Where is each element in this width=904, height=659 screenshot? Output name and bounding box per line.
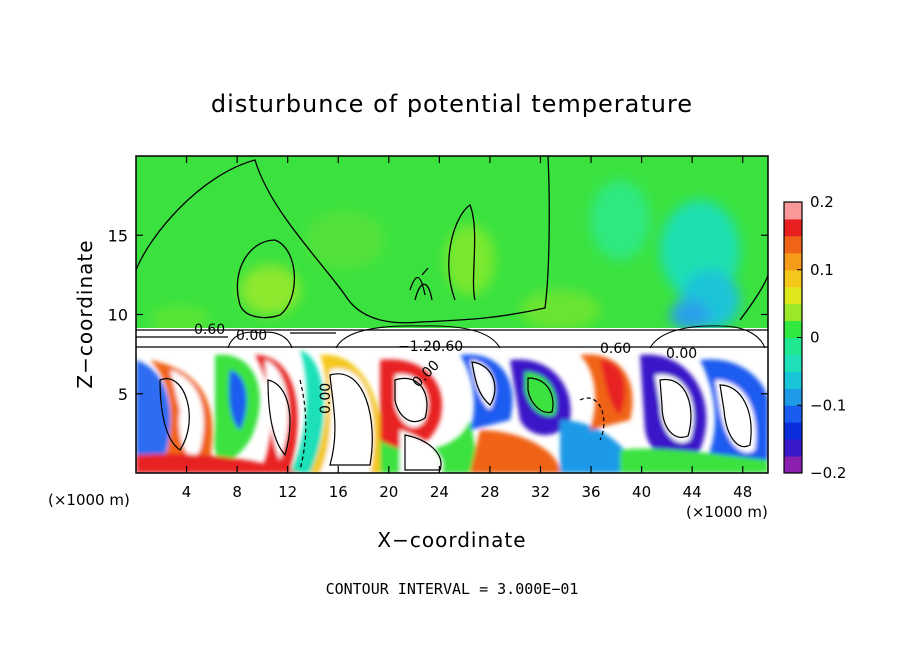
x-tick-label: 48 (733, 483, 752, 501)
contour-label: −1.20 (398, 339, 441, 355)
y-tick-label: 10 (108, 306, 128, 325)
colorbar: 0.2 0.1 0 −0.1 −0.2 (783, 193, 846, 482)
contour-interval-note: CONTOUR INTERVAL = 3.000E−01 (326, 580, 579, 598)
colorbar-swatch (784, 405, 802, 423)
x-tick-label: 20 (379, 483, 398, 501)
x-tick-label: 28 (480, 483, 499, 501)
colorbar-tick-label: 0.1 (810, 261, 834, 279)
colorbar-tick-label: −0.2 (810, 464, 846, 482)
x-tick-label: 16 (329, 483, 348, 501)
x-tick-label: 36 (581, 483, 600, 501)
x-unit-label: (×1000 m) (48, 491, 130, 509)
x-tick-label: 40 (632, 483, 651, 501)
x-tick-label: 44 (683, 483, 702, 501)
colorbar-swatch (784, 303, 802, 322)
colorbar-swatch (784, 439, 802, 457)
colorbar-tick-label: −0.1 (810, 396, 846, 414)
colorbar-swatch (784, 320, 802, 338)
y-axis-label: Z−coordinate (73, 239, 97, 388)
turbulence-field (136, 350, 768, 473)
colorbar-swatch (784, 235, 802, 254)
colorbar-swatch (784, 252, 802, 271)
colorbar-swatch (784, 422, 802, 440)
plot-area (136, 156, 768, 473)
contour-label: 0.00 (236, 328, 267, 344)
colorbar-swatch (784, 202, 802, 220)
colorbar-tick-label: 0.2 (810, 193, 834, 211)
colorbar-swatch (784, 337, 802, 355)
x-tick-label: 24 (430, 483, 449, 501)
x-tick-label: 8 (232, 483, 242, 501)
contour-label: 0.60 (194, 322, 225, 338)
x-tick-label: 4 (182, 483, 192, 501)
x-unit-label-right: (×1000 m) (686, 503, 768, 521)
colorbar-swatch (784, 354, 802, 372)
x-axis: 4 8 12 16 20 24 28 32 36 40 44 48 (182, 156, 752, 501)
colorbar-swatch (784, 218, 802, 237)
contour-label: 0.60 (432, 339, 463, 355)
colorbar-swatch (784, 371, 802, 389)
chart-title: disturbunce of potential temperature (211, 90, 693, 118)
y-axis: 5 10 15 (108, 226, 768, 404)
x-tick-label: 32 (531, 483, 550, 501)
colorbar-swatch (784, 388, 802, 406)
y-tick-label: 15 (108, 226, 128, 245)
contour-label: 0.60 (600, 341, 631, 357)
colorbar-tick-label: 0 (810, 329, 820, 347)
contour-label: 0.00 (666, 346, 697, 362)
y-tick-label: 5 (118, 385, 128, 404)
x-axis-label: X−coordinate (377, 528, 526, 552)
colorbar-swatch (784, 269, 802, 288)
x-tick-label: 12 (278, 483, 297, 501)
colorbar-swatch (784, 456, 802, 474)
colorbar-swatch (784, 286, 802, 305)
contour-label: 0.00 (318, 383, 334, 414)
